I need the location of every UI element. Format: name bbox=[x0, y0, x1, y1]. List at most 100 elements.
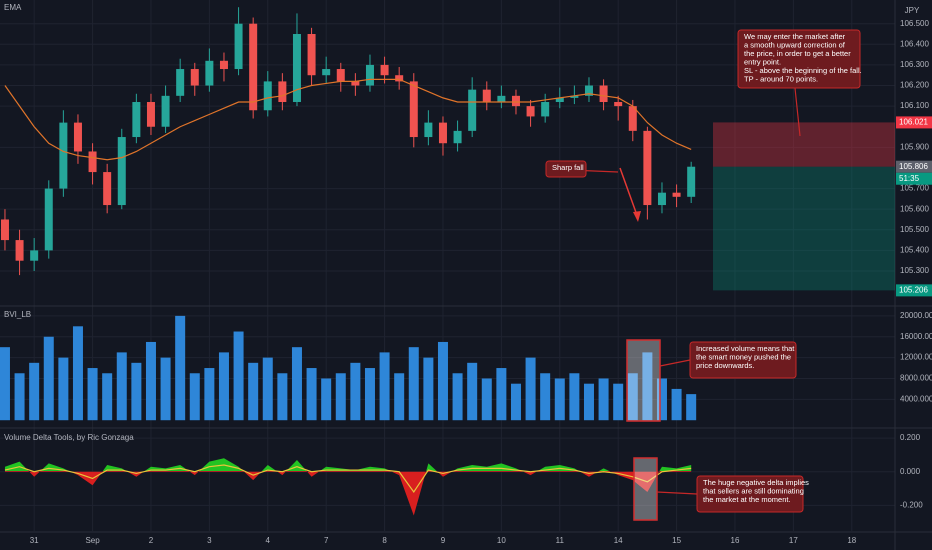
x-tick-label: 3 bbox=[207, 536, 212, 545]
candle-body bbox=[497, 95, 506, 103]
candle-body bbox=[409, 81, 418, 138]
y-tick-label: 4000.000 bbox=[900, 394, 932, 403]
y-tick-label: 0.000 bbox=[900, 467, 921, 476]
candle-body bbox=[365, 64, 374, 86]
volume-bar bbox=[613, 383, 624, 421]
candle-body bbox=[249, 23, 258, 111]
callout-text: a smooth upward correction of bbox=[744, 40, 846, 49]
volume-bar bbox=[277, 373, 288, 421]
candle-body bbox=[15, 240, 24, 261]
entry-price-tag-bg bbox=[896, 160, 932, 173]
x-tick-label: 9 bbox=[441, 536, 446, 545]
arrow bbox=[619, 167, 639, 219]
y-tick-label: 105.500 bbox=[900, 225, 929, 234]
countdown-tag-bg bbox=[896, 172, 932, 185]
candle-body bbox=[511, 95, 520, 107]
candle-body bbox=[30, 250, 39, 261]
volume-bar bbox=[452, 373, 463, 421]
candle-body bbox=[263, 81, 272, 111]
currency-label: JPY bbox=[905, 6, 920, 15]
volume-highlight bbox=[626, 339, 661, 422]
candle-body bbox=[103, 172, 112, 206]
callout-pointer bbox=[656, 491, 698, 495]
x-tick-label: 18 bbox=[847, 536, 856, 545]
candle-body bbox=[351, 81, 360, 86]
volume-bar bbox=[160, 357, 171, 421]
volume-bar bbox=[379, 352, 390, 421]
candle-body bbox=[643, 130, 652, 206]
delta-signal-line bbox=[4, 464, 692, 493]
panel-title: EMA bbox=[4, 3, 22, 12]
stop-loss-zone bbox=[713, 122, 895, 167]
x-tick-label: 31 bbox=[30, 536, 39, 545]
candle-body bbox=[526, 106, 535, 117]
x-tick-label: 17 bbox=[789, 536, 798, 545]
volume-bar bbox=[408, 347, 419, 421]
volume-bar bbox=[306, 368, 317, 421]
callout-text: that sellers are still dominating bbox=[703, 486, 804, 495]
x-tick-label: 10 bbox=[497, 536, 506, 545]
x-tick-label: 4 bbox=[266, 536, 271, 545]
volume-bar bbox=[642, 352, 653, 421]
volume-bar bbox=[291, 347, 302, 421]
candle-body bbox=[424, 122, 433, 138]
x-tick-label: 7 bbox=[324, 536, 329, 545]
candle-body bbox=[555, 97, 564, 103]
take-profit-zone bbox=[713, 166, 895, 291]
volume-bar bbox=[481, 378, 492, 421]
candle-body bbox=[146, 102, 155, 127]
callout-box bbox=[545, 160, 587, 178]
callout-text: Increased volume means that bbox=[696, 344, 795, 353]
callout-text: The huge negative delta implies bbox=[703, 478, 809, 487]
candle-body bbox=[687, 166, 696, 197]
callout-pointer bbox=[659, 359, 691, 367]
callout-text: the smart money pushed the bbox=[696, 352, 791, 361]
candle-body bbox=[380, 64, 389, 76]
countdown-tag: 51:35 bbox=[899, 174, 920, 183]
volume-bar bbox=[0, 347, 10, 421]
candle-body bbox=[672, 192, 681, 197]
candle-body bbox=[468, 89, 477, 131]
candle-body bbox=[541, 102, 550, 117]
volume-bar bbox=[540, 373, 551, 421]
volume-bar bbox=[321, 378, 332, 421]
volume-bar bbox=[423, 357, 434, 421]
callout-text: price downwards. bbox=[696, 361, 754, 370]
delta-area-positive bbox=[4, 458, 692, 471]
volume-bar bbox=[554, 378, 565, 421]
callout-text: Sharp fall bbox=[552, 163, 584, 172]
candle-body bbox=[44, 188, 53, 251]
candle-body bbox=[278, 81, 287, 103]
candle-body bbox=[599, 85, 608, 103]
candle-body bbox=[190, 69, 199, 86]
callout-text: We may enter the market after bbox=[744, 32, 846, 41]
y-tick-label: 12000.000 bbox=[900, 353, 932, 362]
arrow-head bbox=[633, 211, 641, 222]
volume-bar bbox=[189, 373, 200, 421]
y-tick-label: 106.500 bbox=[900, 19, 929, 28]
volume-bar bbox=[116, 352, 127, 421]
candle-body bbox=[161, 95, 170, 127]
candle-body bbox=[132, 102, 141, 138]
volume-bar bbox=[87, 368, 98, 421]
volume-bar bbox=[218, 352, 229, 421]
volume-bar bbox=[131, 362, 142, 421]
volume-bar bbox=[686, 394, 697, 421]
volume-bar bbox=[627, 373, 638, 421]
delta-highlight bbox=[633, 457, 658, 521]
volume-bar bbox=[671, 388, 682, 421]
candle-body bbox=[336, 69, 345, 82]
y-tick-label: -0.200 bbox=[900, 501, 923, 510]
x-tick-label: 14 bbox=[614, 536, 623, 545]
volume-bar bbox=[204, 368, 215, 421]
y-tick-label: 16000.000 bbox=[900, 332, 932, 341]
x-tick-label: 2 bbox=[149, 536, 154, 545]
x-tick-label: Sep bbox=[85, 536, 100, 545]
target-price-tag: 105.206 bbox=[899, 285, 928, 294]
volume-bar bbox=[145, 341, 156, 421]
volume-bar bbox=[102, 373, 113, 421]
stop-price-tag-bg bbox=[896, 116, 932, 129]
